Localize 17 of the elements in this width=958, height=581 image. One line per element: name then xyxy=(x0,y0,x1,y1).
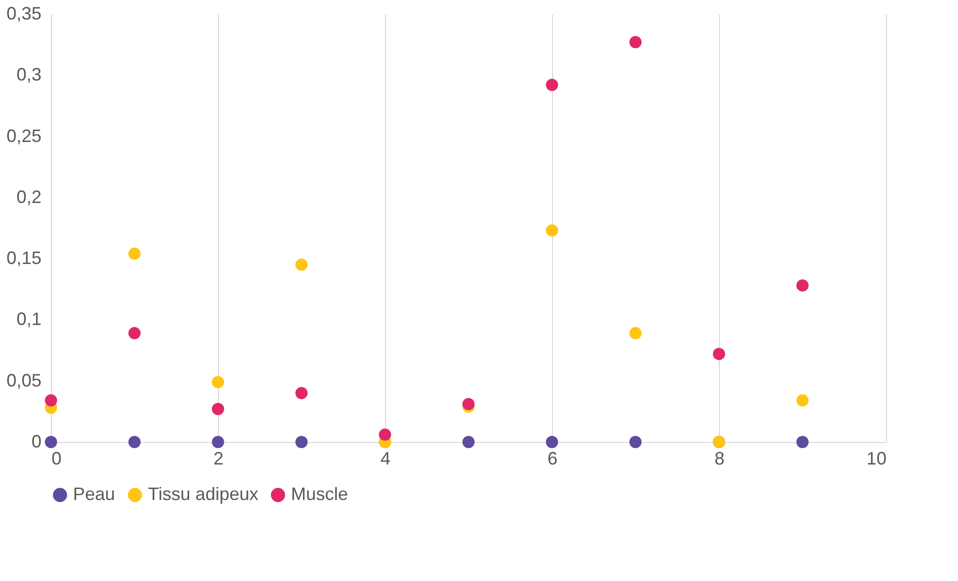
x-tick-label: 10 xyxy=(866,448,886,468)
legend-label: Tissu adipeux xyxy=(148,484,258,504)
x-tick-label: 8 xyxy=(714,448,725,468)
y-tick-label: 0,25 xyxy=(6,126,42,146)
y-tick-label: 0,15 xyxy=(6,248,42,268)
y-tick-label: 0,3 xyxy=(16,64,42,85)
y-tick-label: 0 xyxy=(31,432,42,452)
x-tick-label: 0 xyxy=(52,448,62,468)
y-tick-label: 0,2 xyxy=(16,186,42,207)
x-tick-label: 6 xyxy=(547,448,558,468)
legend-label: Peau xyxy=(73,484,116,504)
x-tick-label: 4 xyxy=(380,448,391,468)
y-tick-label: 0,05 xyxy=(6,370,42,390)
x-tick-label: 2 xyxy=(213,448,224,468)
y-tick-label: 0,35 xyxy=(6,4,42,24)
y-tick-label: 0,1 xyxy=(16,309,42,330)
legend-label: Muscle xyxy=(291,484,348,504)
